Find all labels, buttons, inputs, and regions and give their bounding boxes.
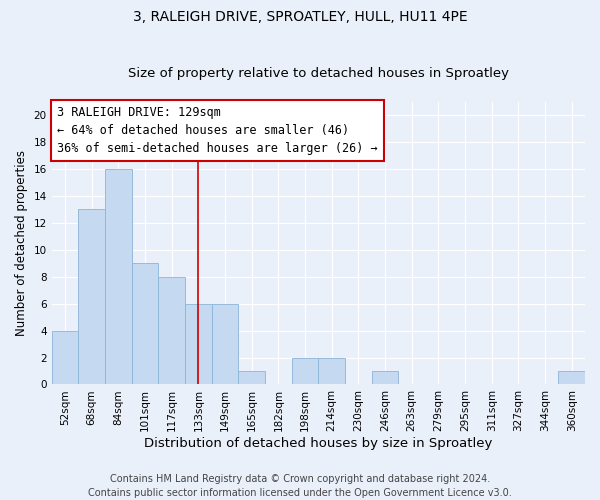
Text: 3 RALEIGH DRIVE: 129sqm
← 64% of detached houses are smaller (46)
36% of semi-de: 3 RALEIGH DRIVE: 129sqm ← 64% of detache… <box>57 106 377 154</box>
Bar <box>371 371 398 384</box>
Bar <box>559 371 585 384</box>
Text: Contains HM Land Registry data © Crown copyright and database right 2024.
Contai: Contains HM Land Registry data © Crown c… <box>88 474 512 498</box>
X-axis label: Distribution of detached houses by size in Sproatley: Distribution of detached houses by size … <box>144 437 493 450</box>
Bar <box>158 276 185 384</box>
Y-axis label: Number of detached properties: Number of detached properties <box>15 150 28 336</box>
Bar <box>212 304 238 384</box>
Bar <box>131 263 158 384</box>
Title: Size of property relative to detached houses in Sproatley: Size of property relative to detached ho… <box>128 66 509 80</box>
Bar <box>105 169 131 384</box>
Bar <box>52 330 79 384</box>
Bar <box>238 371 265 384</box>
Bar <box>319 358 345 384</box>
Bar <box>185 304 212 384</box>
Bar <box>292 358 319 384</box>
Bar <box>79 210 105 384</box>
Text: 3, RALEIGH DRIVE, SPROATLEY, HULL, HU11 4PE: 3, RALEIGH DRIVE, SPROATLEY, HULL, HU11 … <box>133 10 467 24</box>
